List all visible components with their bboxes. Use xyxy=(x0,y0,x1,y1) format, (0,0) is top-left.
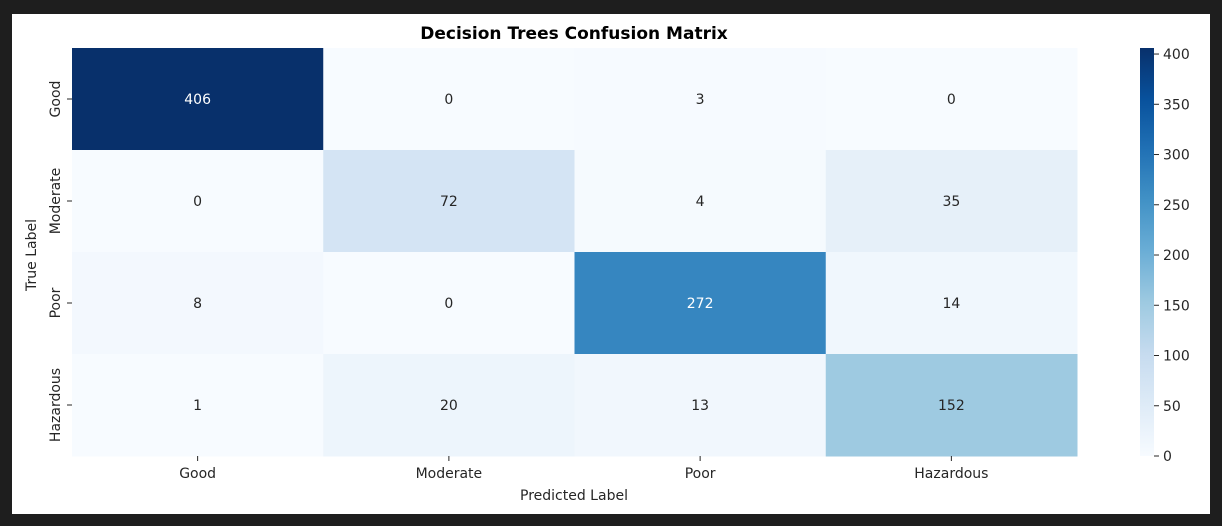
heatmap-cell xyxy=(574,354,827,457)
heatmap-cell xyxy=(323,354,575,457)
cell-value-label: 0 xyxy=(193,194,202,210)
x-tick-label: Hazardous xyxy=(914,466,988,482)
cell-value-label: 4 xyxy=(696,194,705,210)
cell-value-label: 20 xyxy=(440,398,458,414)
x-axis-label: Predicted Label xyxy=(520,488,628,504)
cell-value-label: 0 xyxy=(444,92,453,108)
y-tick-label: Good xyxy=(48,81,64,118)
y-axis-ticks: Good Moderate Poor Hazardous xyxy=(48,81,72,442)
colorbar-tick-label: 150 xyxy=(1163,298,1190,314)
cell-value-label: 406 xyxy=(184,92,211,108)
colorbar-tick-label: 200 xyxy=(1163,248,1190,264)
heatmap-cell xyxy=(825,354,1078,457)
cell-value-label: 1 xyxy=(193,398,202,414)
heatmap-cell xyxy=(825,150,1078,253)
colorbar-tick-label: 0 xyxy=(1163,449,1172,465)
colorbar-tick-label: 250 xyxy=(1163,198,1190,214)
colorbar-tick-label: 350 xyxy=(1163,97,1190,113)
y-tick-label: Hazardous xyxy=(48,368,64,442)
heatmap-cell xyxy=(574,48,827,151)
colorbar xyxy=(1140,48,1154,456)
cell-value-label: 0 xyxy=(444,296,453,312)
y-tick-label: Poor xyxy=(48,287,64,318)
cell-value-label: 152 xyxy=(938,398,965,414)
heatmap-cell xyxy=(825,48,1078,151)
colorbar-ticks: 0 50 100 150 200 250 300 350 400 xyxy=(1154,47,1190,465)
cell-value-label: 0 xyxy=(947,92,956,108)
confusion-matrix-chart: Decision Trees Confusion Matrix 406 0 3 00 7… xyxy=(24,24,1190,504)
heatmap-cell xyxy=(72,48,324,151)
y-axis-label: True Label xyxy=(24,219,40,292)
heatmap-cell xyxy=(574,252,827,355)
colorbar-tick-label: 400 xyxy=(1163,47,1190,63)
x-tick-label: Poor xyxy=(685,466,716,482)
heatmap-cell xyxy=(72,150,324,253)
figure: Decision Trees Confusion Matrix 406 0 3 0 0 7… xyxy=(12,14,1210,514)
x-axis-ticks: Good Moderate Poor Hazardous xyxy=(179,456,988,482)
heatmap-cell xyxy=(574,150,827,253)
heatmap-cell xyxy=(323,150,575,253)
heatmap-cell xyxy=(323,252,575,355)
colorbar-tick-label: 50 xyxy=(1163,399,1181,415)
chart-title: Decision Trees Confusion Matrix xyxy=(420,24,728,44)
cell-value-label: 3 xyxy=(696,92,705,108)
heatmap-cell xyxy=(72,354,324,457)
colorbar-tick-label: 100 xyxy=(1163,349,1190,365)
cell-value-label: 13 xyxy=(691,398,709,414)
heatmap-cell xyxy=(323,48,575,151)
cell-value-label: 8 xyxy=(193,296,202,312)
colorbar-tick-label: 300 xyxy=(1163,148,1190,164)
y-tick-label: Moderate xyxy=(48,168,64,235)
cell-value-label: 14 xyxy=(942,296,960,312)
heatmap-cells: 406 0 3 0 0 72 4 35 8 0 272 14 1 20 13 152 xyxy=(72,48,1078,457)
cell-value-label: 272 xyxy=(687,296,714,312)
cell-value-label: 72 xyxy=(440,194,458,210)
heatmap-cell xyxy=(825,252,1078,355)
heatmap-cell xyxy=(72,252,324,355)
x-tick-label: Moderate xyxy=(416,466,483,482)
x-tick-label: Good xyxy=(179,466,216,482)
cell-value-label: 35 xyxy=(942,194,960,210)
